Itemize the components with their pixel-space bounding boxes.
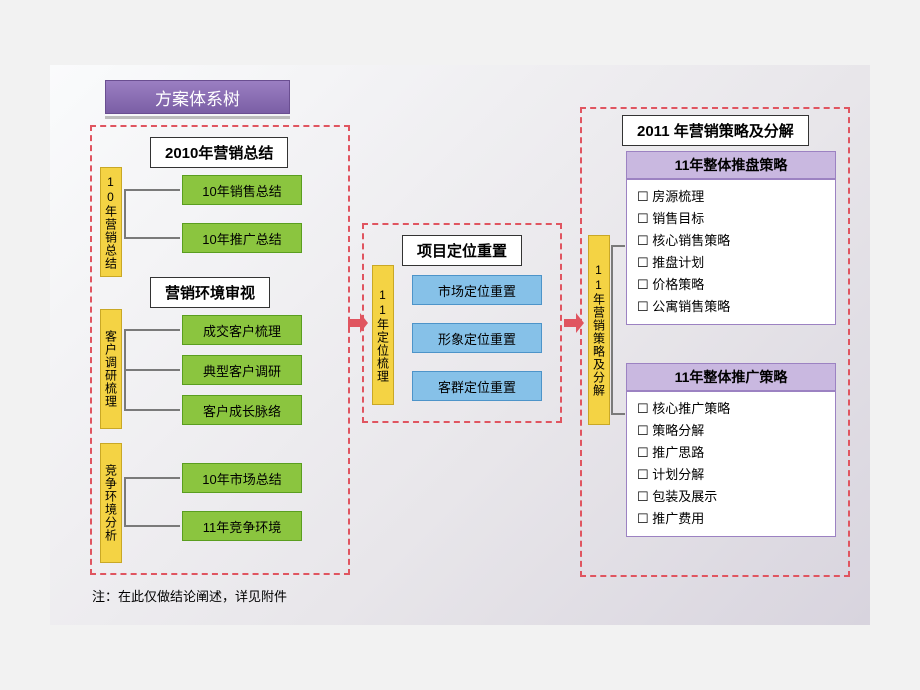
arrow-icon: [564, 313, 584, 333]
box-market-pos: 市场定位重置: [412, 275, 542, 305]
box-customer-growth: 客户成长脉络: [182, 395, 302, 425]
list-item: 价格策略: [637, 274, 825, 296]
title-underline: [105, 116, 290, 119]
list-item: 计划分解: [637, 464, 825, 486]
left-header-2010: 2010年营销总结: [150, 137, 288, 168]
vlabel-10year-summary: 10年营销总结: [100, 167, 122, 277]
list-item: 推广思路: [637, 442, 825, 464]
vlabel-positioning: 11年定位梳理: [372, 265, 394, 405]
box-typical-customers: 典型客户调研: [182, 355, 302, 385]
list-item: 销售目标: [637, 208, 825, 230]
vlabel-competition: 竞争环境分析: [100, 443, 122, 563]
list-item: 推广费用: [637, 508, 825, 530]
list-item: 策略分解: [637, 420, 825, 442]
footnote: 注：在此仅做结论阐述，详见附件: [92, 586, 287, 605]
page-title: 方案体系树: [105, 80, 290, 114]
box-deal-customers: 成交客户梳理: [182, 315, 302, 345]
mid-header: 项目定位重置: [402, 235, 522, 266]
vlabel-customer-research: 客户调研梳理: [100, 309, 122, 429]
vlabel-strategy: 11年营销策略及分解: [588, 235, 610, 425]
box-promo-summary: 10年推广总结: [182, 223, 302, 253]
strategy-header-sales: 11年整体推盘策略: [626, 151, 836, 179]
list-item: 核心推广策略: [637, 398, 825, 420]
list-item: 公寓销售策略: [637, 296, 825, 318]
box-customer-pos: 客群定位重置: [412, 371, 542, 401]
diagram-canvas: 黄海 方案体系树 2010年营销总结 10年营销总结 10年销售总结 10年推广…: [50, 65, 870, 625]
checklist-sales: 房源梳理 销售目标 核心销售策略 推盘计划 价格策略 公寓销售策略: [626, 179, 836, 325]
left-header-env: 营销环境审视: [150, 277, 270, 308]
list-item: 核心销售策略: [637, 230, 825, 252]
list-item: 包装及展示: [637, 486, 825, 508]
box-market-summary: 10年市场总结: [182, 463, 302, 493]
arrow-icon: [348, 313, 368, 333]
right-header: 2011 年营销策略及分解: [622, 115, 809, 146]
box-sales-summary: 10年销售总结: [182, 175, 302, 205]
checklist-promo: 核心推广策略 策略分解 推广思路 计划分解 包装及展示 推广费用: [626, 391, 836, 537]
box-image-pos: 形象定位重置: [412, 323, 542, 353]
list-item: 推盘计划: [637, 252, 825, 274]
strategy-header-promo: 11年整体推广策略: [626, 363, 836, 391]
list-item: 房源梳理: [637, 186, 825, 208]
box-competition-env: 11年竞争环境: [182, 511, 302, 541]
